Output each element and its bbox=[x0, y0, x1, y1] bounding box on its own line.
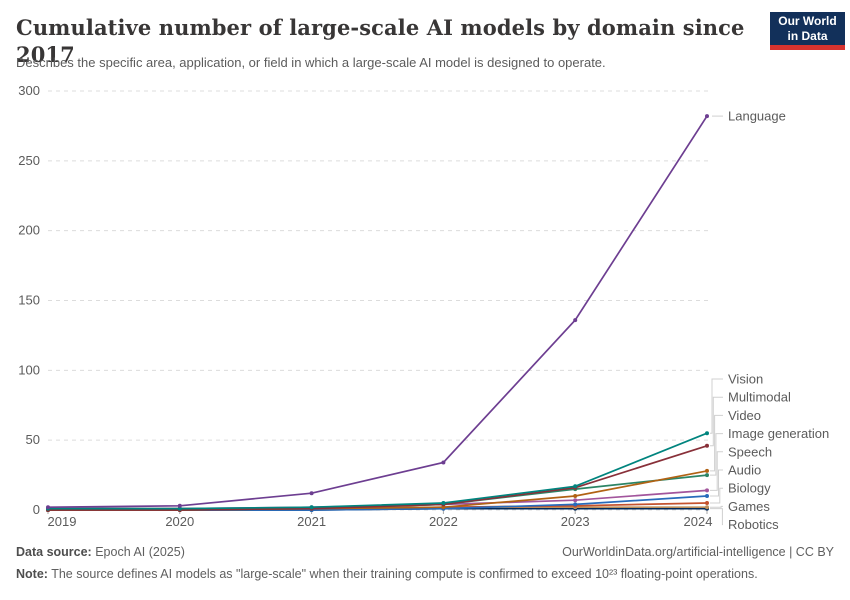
x-axis-tick-label: 2019 bbox=[48, 514, 77, 529]
label-connector-image-generation bbox=[710, 433, 723, 476]
x-axis-tick-label: 2021 bbox=[297, 514, 326, 529]
data-point-video bbox=[441, 505, 446, 510]
data-point-audio bbox=[573, 502, 578, 507]
series-label-audio[interactable]: Audio bbox=[728, 463, 761, 478]
data-source-value[interactable]: Epoch AI (2025) bbox=[95, 545, 185, 559]
note: Note: The source defines AI models as "l… bbox=[16, 567, 758, 581]
page-title: Cumulative number of large-scale AI mode… bbox=[16, 15, 745, 67]
chart-footer: Data source: Epoch AI (2025) OurWorldinD… bbox=[16, 544, 834, 583]
series-label-video[interactable]: Video bbox=[728, 408, 761, 423]
data-point-language bbox=[573, 318, 578, 323]
data-point-language bbox=[177, 503, 182, 508]
label-connector-audio bbox=[710, 469, 723, 497]
note-label: Note: bbox=[16, 567, 48, 581]
data-point-speech bbox=[705, 488, 709, 493]
note-value: The source defines AI models as "large-s… bbox=[51, 567, 758, 581]
data-point-games bbox=[705, 505, 709, 510]
series-label-biology[interactable]: Biology bbox=[728, 481, 771, 496]
chart-subtitle: Describes the specific area, application… bbox=[16, 55, 606, 70]
label-connector-games bbox=[710, 505, 723, 508]
label-connector-speech bbox=[710, 451, 723, 491]
data-point-vision bbox=[573, 484, 578, 489]
data-point-speech bbox=[573, 498, 578, 503]
data-source-label: Data source: bbox=[16, 545, 92, 559]
owid-logo-line1: Our World bbox=[778, 14, 837, 28]
owid-logo[interactable]: Our World in Data bbox=[770, 12, 845, 50]
data-point-vision bbox=[705, 431, 709, 436]
x-axis-tick-label: 2020 bbox=[165, 514, 194, 529]
series-label-robotics[interactable]: Robotics bbox=[728, 517, 779, 532]
series-label-multimodal[interactable]: Multimodal bbox=[728, 390, 791, 405]
data-point-language bbox=[309, 491, 314, 496]
series-label-vision[interactable]: Vision bbox=[728, 372, 763, 387]
y-axis-tick-label: 150 bbox=[18, 293, 40, 308]
data-point-language bbox=[705, 114, 709, 119]
data-point-language bbox=[441, 460, 446, 465]
series-label-games[interactable]: Games bbox=[728, 499, 770, 514]
label-connector-multimodal bbox=[710, 396, 723, 447]
data-point-language bbox=[46, 505, 50, 510]
data-point-multimodal bbox=[705, 443, 709, 448]
data-source: Data source: Epoch AI (2025) bbox=[16, 544, 185, 561]
label-connector-biology bbox=[710, 487, 723, 504]
y-axis-tick-label: 200 bbox=[18, 223, 40, 238]
data-point-vision bbox=[441, 501, 446, 505]
label-connector-robotics bbox=[710, 508, 723, 526]
line-chart[interactable]: 0 50 100 150 200 250 300 2019 2020 2021 2022 2023 20… bbox=[0, 80, 850, 538]
x-axis-tick-label: 2024 bbox=[684, 514, 713, 529]
y-axis-tick-label: 50 bbox=[26, 432, 40, 447]
series-label-image-generation[interactable]: Image generation bbox=[728, 426, 829, 441]
x-axis-tick-label: 2022 bbox=[429, 514, 458, 529]
series-label-speech[interactable]: Speech bbox=[728, 444, 772, 459]
x-axis-tick-label: 2023 bbox=[561, 514, 590, 529]
data-point-biology bbox=[705, 501, 709, 505]
data-point-image-generation bbox=[705, 473, 709, 478]
y-axis-tick-label: 300 bbox=[18, 83, 40, 98]
y-axis-tick-label: 0 bbox=[33, 502, 40, 517]
y-axis-tick-label: 100 bbox=[18, 362, 40, 377]
label-connector-vision bbox=[710, 378, 723, 434]
label-connector-video bbox=[710, 414, 723, 472]
data-point-audio bbox=[705, 494, 709, 498]
series-line-multimodal[interactable] bbox=[48, 444, 708, 511]
owid-logo-line2: in Data bbox=[787, 29, 828, 43]
series-label-language[interactable]: Language bbox=[728, 109, 786, 124]
data-point-video bbox=[573, 494, 578, 498]
y-axis-tick-label: 250 bbox=[18, 153, 40, 168]
series-line-vision[interactable] bbox=[48, 432, 708, 510]
series-line-language[interactable] bbox=[47, 115, 708, 509]
data-point-vision bbox=[177, 506, 182, 511]
data-point-vision bbox=[309, 505, 314, 510]
owid-url-link[interactable]: OurWorldinData.org/artificial-intelligen… bbox=[562, 545, 834, 559]
data-point-video bbox=[705, 468, 709, 473]
